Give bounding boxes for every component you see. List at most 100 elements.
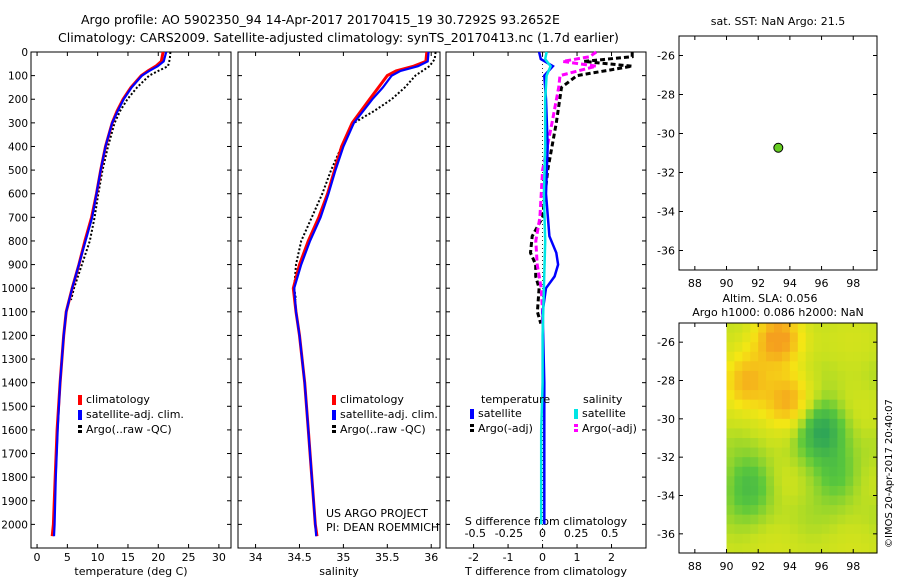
sla-cell: [813, 351, 823, 362]
sla-cell: [813, 457, 823, 468]
sla-cell: [797, 543, 807, 554]
sla-cell: [758, 361, 767, 372]
sla-cell: [750, 390, 759, 401]
sla-cell: [774, 476, 783, 487]
sla-cell: [861, 438, 870, 449]
sla-cell: [829, 351, 838, 362]
sla-cell: [837, 533, 846, 545]
sla-cell: [797, 447, 807, 458]
sla-cell: [726, 342, 736, 353]
y-tick-label: 1700: [1, 449, 28, 461]
y-tick-label: -28: [657, 89, 675, 102]
sla-cell: [797, 399, 807, 410]
sla-cell: [845, 505, 854, 516]
sla-cell: [869, 466, 878, 477]
sla-cell: [813, 323, 823, 334]
sla-cell: [766, 495, 775, 506]
sla-cell: [829, 543, 838, 554]
y-tick-label: -26: [657, 336, 675, 349]
sla-cell: [766, 323, 775, 334]
sla-cell: [726, 399, 736, 410]
sla-cell: [750, 332, 759, 343]
sla-cell: [837, 370, 846, 382]
sla-cell: [789, 495, 799, 506]
sla-cell: [813, 505, 823, 516]
sla-cell: [845, 476, 854, 487]
sla-cell: [829, 514, 838, 525]
sla-cell: [861, 505, 870, 516]
sla-cell: [861, 428, 870, 439]
sla-cell: [837, 524, 846, 535]
sla-cell: [869, 485, 878, 497]
sla-cell: [821, 409, 831, 420]
sla-cell: [742, 418, 751, 430]
sla-cell: [797, 351, 807, 362]
sla-cell: [758, 332, 767, 343]
sla-cell: [750, 409, 759, 420]
sla-cell: [758, 514, 767, 525]
sla-cell: [781, 533, 791, 545]
sla-cell: [837, 466, 846, 477]
y-tick-label: -34: [657, 206, 675, 219]
sla-cell: [829, 418, 838, 430]
sla-cell: [766, 543, 775, 554]
sla-cell: [837, 505, 846, 516]
sla-cell: [789, 514, 799, 525]
sla-cell: [734, 485, 743, 497]
sla-cell: [726, 524, 736, 535]
x-tick-label: 92: [751, 560, 765, 573]
sla-cell: [766, 332, 775, 343]
sla-cell: [742, 342, 751, 353]
difference-panel: -2 -1 0 1 2T difference from climatology -0.5…: [445, 50, 647, 578]
legend-label: Argo(..raw -QC): [86, 423, 172, 436]
sla-cell: [742, 399, 751, 410]
sla-cell: [853, 390, 862, 401]
sla-cell: [853, 332, 862, 343]
sla-cell: [789, 342, 799, 353]
map-frame: [678, 35, 878, 271]
series-climatology: [291, 51, 429, 537]
sla-cell: [750, 485, 759, 497]
sla-cell: [726, 390, 736, 401]
sla-cell: [813, 476, 823, 487]
sla-cell: [821, 505, 831, 516]
sla-cell: [726, 447, 736, 458]
sla-cell: [781, 514, 791, 525]
sla-cell: [758, 524, 767, 535]
top-tick-label: 0: [539, 527, 546, 540]
sla-cell: [766, 370, 775, 382]
plot-frame: [30, 51, 232, 549]
sla-cell: [758, 457, 767, 468]
sla-cell: [766, 361, 775, 372]
sla-cell: [853, 342, 862, 353]
imos-credit: ©IMOS 20-Apr-2017 20:40:07: [884, 399, 895, 548]
legend-label: Argo(-adj): [582, 422, 637, 435]
sla-cell: [781, 485, 791, 497]
sla-cell: [789, 438, 799, 449]
sla-cell: [861, 514, 870, 525]
sla-cell: [813, 361, 823, 372]
sla-cell: [774, 380, 783, 391]
sla-cell: [869, 361, 878, 372]
sla-cell: [853, 457, 862, 468]
sla-cell: [813, 543, 823, 554]
sla-cell: [789, 466, 799, 477]
y-tick-label: 100: [8, 71, 28, 83]
sla-cell: [734, 361, 743, 372]
sla-cell: [758, 543, 767, 554]
sla-cell: [734, 514, 743, 525]
sla-cell: [869, 418, 878, 430]
sla-cell: [845, 361, 854, 372]
sla-cell: [861, 323, 870, 334]
sla-cell: [813, 380, 823, 391]
sla-cell: [853, 323, 862, 334]
legend-label: satellite: [582, 407, 626, 420]
sla-cell: [845, 447, 854, 458]
x-tick-label: 88: [688, 277, 702, 290]
sla-cell: [813, 399, 823, 410]
sla-cell: [742, 438, 751, 449]
sla-cell: [837, 543, 846, 554]
sla-cell: [821, 418, 831, 430]
sla-cell: [774, 505, 783, 516]
y-tick-label: 2000: [1, 519, 28, 531]
